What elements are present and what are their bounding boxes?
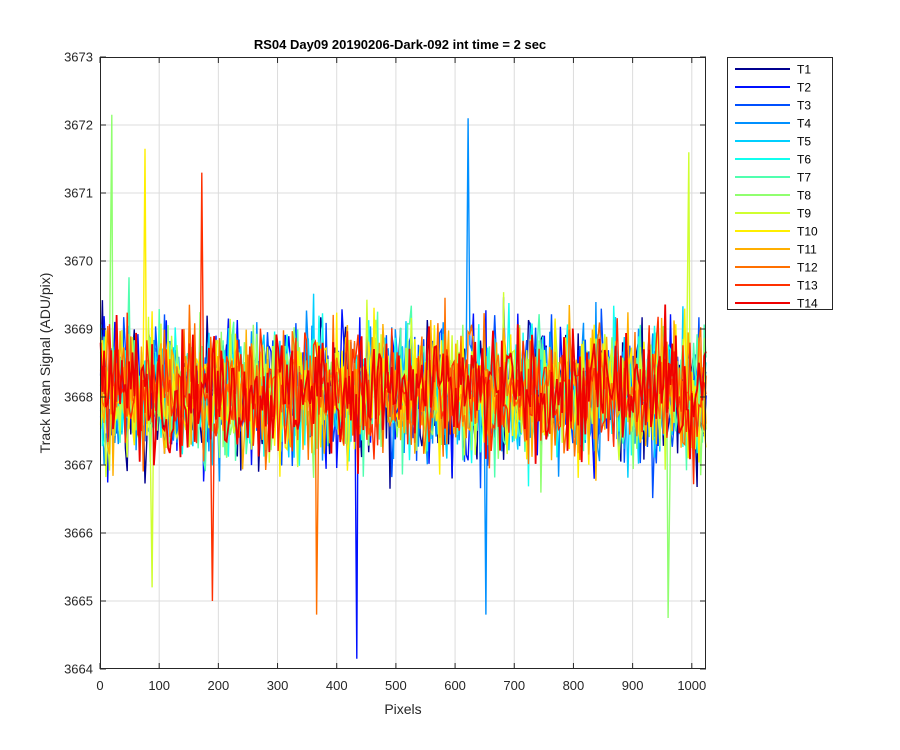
legend-label: T2 [797, 81, 811, 95]
legend: T1 T2 T3 T4 T5 T6 T7 T8 T9 T10 T11 T12 T13 T14 [727, 57, 833, 311]
y-tick-label: 3668 [64, 390, 93, 405]
legend-entry-t2: T2 [735, 81, 811, 95]
y-tick-label: 3672 [64, 118, 93, 133]
y-tick-label: 3667 [64, 458, 93, 473]
legend-entry-t1: T1 [735, 63, 811, 77]
legend-entry-t5: T5 [735, 135, 811, 149]
x-tick-label: 100 [148, 678, 170, 693]
legend-entry-t13: T13 [735, 279, 818, 293]
legend-entry-t7: T7 [735, 171, 811, 185]
y-tick-label: 3664 [64, 662, 93, 677]
chart-title: RS04 Day09 20190206-Dark-092 int time = … [254, 37, 546, 52]
legend-label: T3 [797, 99, 811, 113]
legend-label: T14 [797, 297, 818, 311]
y-tick-label: 3665 [64, 594, 93, 609]
legend-entry-t9: T9 [735, 207, 811, 221]
y-tick-label: 3673 [64, 50, 93, 65]
x-tick-label: 500 [385, 678, 407, 693]
legend-label: T13 [797, 279, 818, 293]
x-tick-label: 900 [622, 678, 644, 693]
legend-label: T4 [797, 117, 811, 131]
legend-label: T8 [797, 189, 811, 203]
x-tick-label: 700 [503, 678, 525, 693]
legend-label: T12 [797, 261, 818, 275]
x-tick-label: 200 [208, 678, 230, 693]
legend-entry-t14: T14 [735, 297, 818, 311]
legend-entry-t4: T4 [735, 117, 811, 131]
series-line-t14 [99, 304, 707, 474]
x-tick-label: 300 [267, 678, 289, 693]
x-tick-label: 0 [96, 678, 103, 693]
legend-label: T5 [797, 135, 811, 149]
legend-entry-t10: T10 [735, 225, 818, 239]
legend-label: T9 [797, 207, 811, 221]
y-axis-label: Track Mean Signal (ADU/pix) [37, 273, 53, 454]
x-tick-label: 1000 [677, 678, 706, 693]
legend-label: T11 [797, 243, 817, 257]
x-tick-label: 600 [444, 678, 466, 693]
x-tick-label: 800 [563, 678, 585, 693]
legend-label: T6 [797, 153, 811, 167]
legend-entry-t11: T11 [735, 243, 817, 257]
plot-area-border [100, 57, 706, 669]
legend-entry-t3: T3 [735, 99, 811, 113]
legend-entry-t8: T8 [735, 189, 811, 203]
y-tick-label: 3671 [64, 186, 93, 201]
x-axis-label: Pixels [384, 701, 421, 717]
x-tick-label: 400 [326, 678, 348, 693]
legend-entry-t12: T12 [735, 261, 818, 275]
series-lines [99, 114, 707, 659]
y-tick-label: 3666 [64, 526, 93, 541]
y-tick-label: 3670 [64, 254, 93, 269]
series-line-t13 [99, 172, 707, 602]
series-line-t12 [99, 297, 707, 615]
legend-entry-t6: T6 [735, 153, 811, 167]
legend-label: T7 [797, 171, 811, 185]
y-tick-label: 3669 [64, 322, 93, 337]
legend-label: T10 [797, 225, 818, 239]
legend-label: T1 [797, 63, 811, 77]
axis-ticks: 0 100 200 300 400 500 600 700 800 900 1000 3664 3665… [64, 50, 706, 694]
